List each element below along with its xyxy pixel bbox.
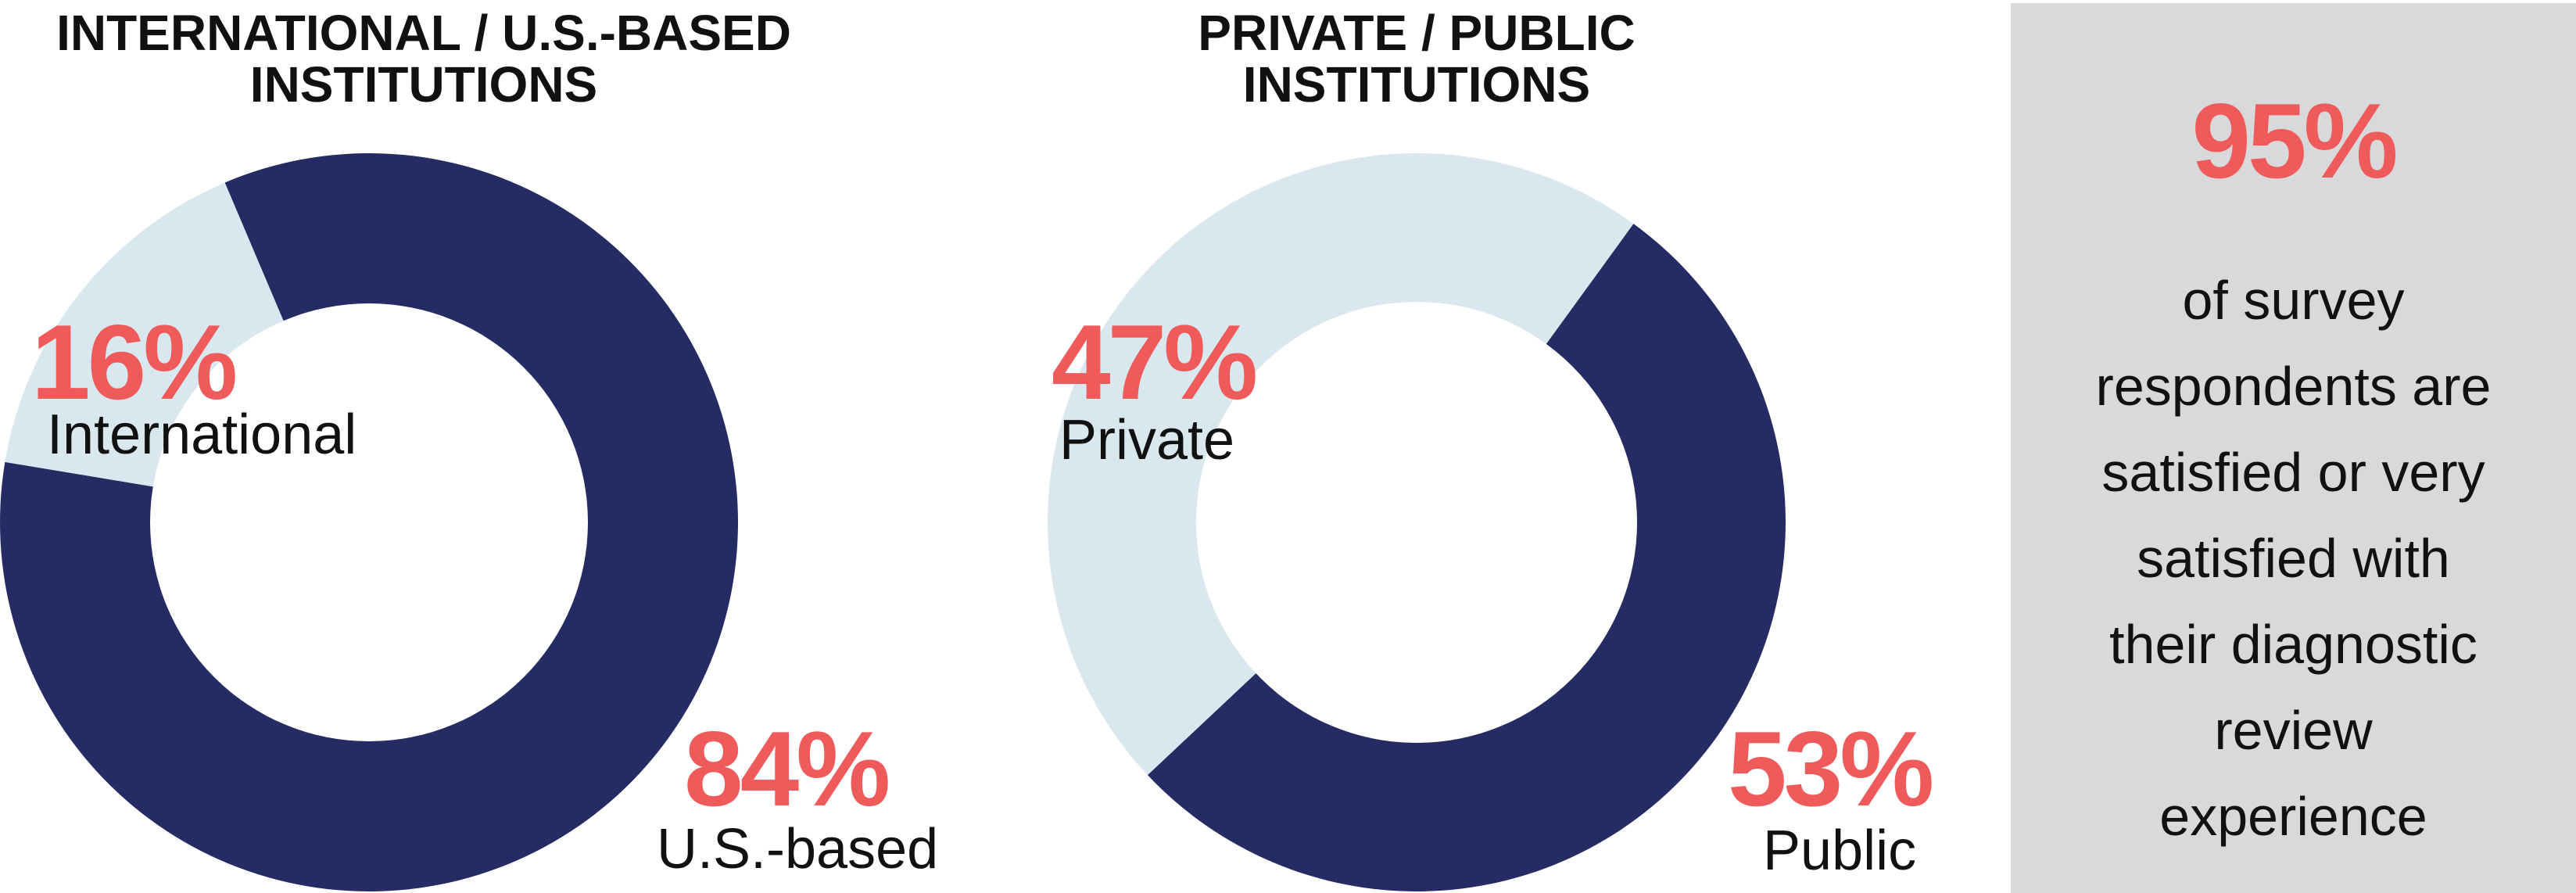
slice-private-label: Private — [1059, 409, 1234, 472]
donut-1-hole — [150, 303, 588, 741]
satisfaction-stat-text: of survey respondents are satisfied or v… — [2011, 257, 2576, 859]
satisfaction-stat-panel: 95% of survey respondents are satisfied … — [2011, 3, 2576, 893]
chart-1-title-line-1: INTERNATIONAL / U.S.-BASED — [56, 5, 791, 61]
chart-1-title-line-2: INSTITUTIONS — [250, 56, 597, 113]
chart-private-public: PRIVATE / PUBLIC INSTITUTIONS 47% Privat… — [1047, 5, 1935, 891]
satisfaction-stat-value: 95% — [2191, 81, 2398, 200]
chart-2-title-line-1: PRIVATE / PUBLIC — [1198, 5, 1635, 61]
chart-international-us: INTERNATIONAL / U.S.-BASED INSTITUTIONS … — [0, 5, 938, 891]
stat-line: review — [2214, 700, 2373, 761]
stat-line: experience — [2159, 786, 2427, 847]
slice-international-label: International — [47, 403, 356, 466]
stat-line: satisfied or very — [2101, 442, 2485, 503]
stat-line: respondents are — [2095, 356, 2492, 417]
slice-public-value: 53% — [1728, 709, 1932, 828]
slice-international-value: 16% — [31, 303, 235, 421]
stat-line: their diagnostic — [2109, 614, 2477, 675]
donut-2-hole — [1196, 302, 1637, 743]
slice-public-label: Public — [1763, 819, 1916, 882]
chart-2-title-line-2: INSTITUTIONS — [1243, 56, 1590, 113]
slice-us-based-label: U.S.-based — [657, 818, 938, 880]
stat-line: of survey — [2182, 270, 2405, 331]
slice-private-value: 47% — [1052, 303, 1256, 421]
stat-line: satisfied with — [2137, 528, 2450, 589]
slice-us-based-value: 84% — [684, 709, 888, 828]
